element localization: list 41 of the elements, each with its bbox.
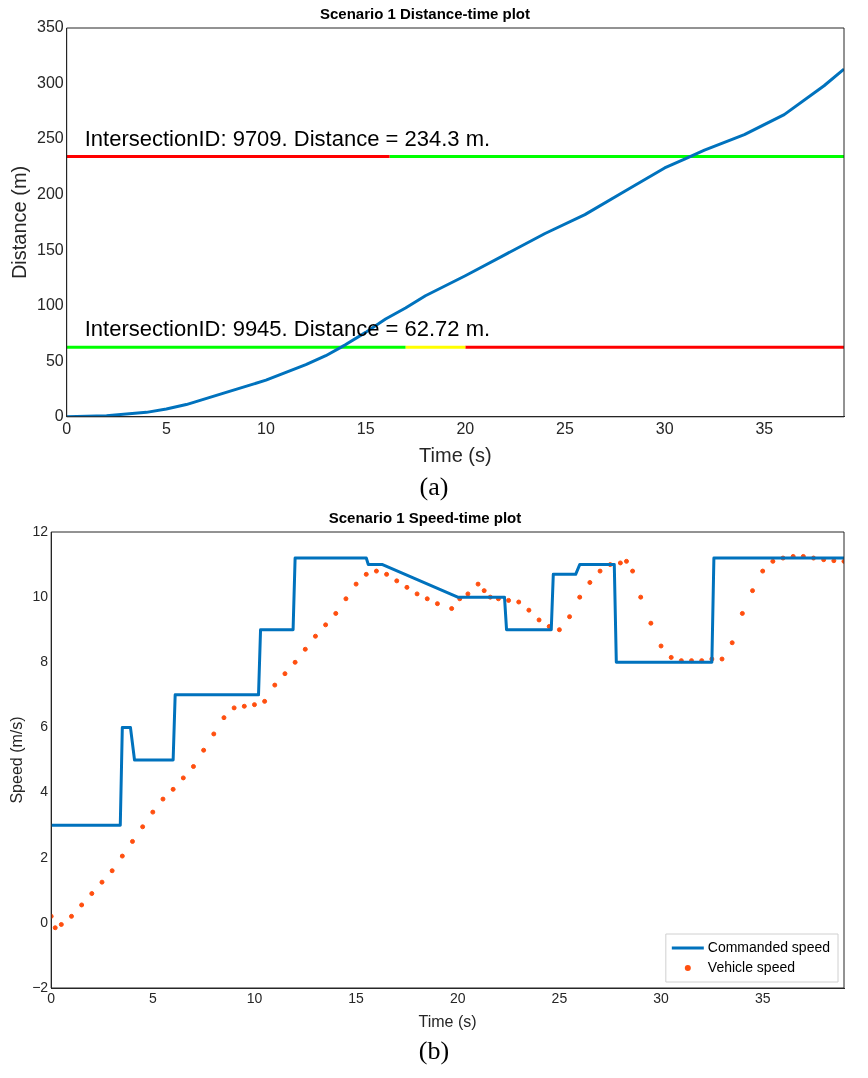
x-tick-label: 10 bbox=[257, 419, 275, 437]
y-axis-title: Speed (m/s) bbox=[8, 716, 26, 804]
y-tick-label: 100 bbox=[36, 296, 64, 314]
annotation: IntersectionID: 9709. Distance = 234.3 m. bbox=[84, 125, 491, 151]
y-tick-label: 8 bbox=[40, 653, 49, 670]
y-tick-label: 10 bbox=[32, 588, 49, 604]
x-tick-label: 25 bbox=[556, 419, 574, 437]
y-tick-label: −2 bbox=[32, 978, 49, 995]
y-axis-title: Distance (m) bbox=[7, 165, 30, 280]
x-tick-label: 15 bbox=[356, 419, 375, 437]
y-tick-label: 300 bbox=[36, 73, 64, 91]
chart-title: Scenario 1 Distance-time plot bbox=[319, 5, 531, 23]
x-axis-title: Time (s) bbox=[419, 443, 492, 466]
y-tick-label: 12 bbox=[32, 522, 49, 539]
y-tick-label: 6 bbox=[40, 718, 49, 735]
x-tick-label: 20 bbox=[456, 419, 475, 437]
legend-label: Commanded speed bbox=[707, 938, 830, 955]
x-tick-label: 35 bbox=[755, 419, 774, 437]
x-tick-label: 5 bbox=[161, 419, 171, 437]
chart-title: Scenario 1 Speed-time plot bbox=[328, 509, 522, 527]
x-tick-label: 25 bbox=[551, 990, 568, 1007]
x-tick-label: 15 bbox=[348, 990, 365, 1007]
y-tick-label: 200 bbox=[36, 185, 64, 203]
y-tick-label: 250 bbox=[36, 129, 64, 147]
legend-label: Vehicle speed bbox=[707, 958, 795, 975]
y-tick-label: 0 bbox=[40, 913, 49, 930]
y-tick-label: 2 bbox=[40, 848, 49, 865]
x-tick-label: 30 bbox=[653, 990, 670, 1007]
x-tick-label: 35 bbox=[754, 990, 771, 1007]
x-tick-label: 20 bbox=[449, 990, 466, 1007]
x-axis-title: Time (s) bbox=[418, 1012, 477, 1030]
y-tick-label: 50 bbox=[45, 351, 64, 369]
y-tick-label: 150 bbox=[36, 240, 64, 258]
text: (a) bbox=[418, 471, 450, 503]
x-tick-label: 10 bbox=[246, 990, 263, 1007]
x-tick-label: 5 bbox=[148, 990, 157, 1007]
y-tick-label: 0 bbox=[54, 407, 64, 425]
y-tick-label: 350 bbox=[36, 18, 64, 36]
x-tick-label: 30 bbox=[655, 419, 674, 437]
text: (b) bbox=[417, 1035, 451, 1067]
y-tick-label: 4 bbox=[40, 783, 49, 800]
